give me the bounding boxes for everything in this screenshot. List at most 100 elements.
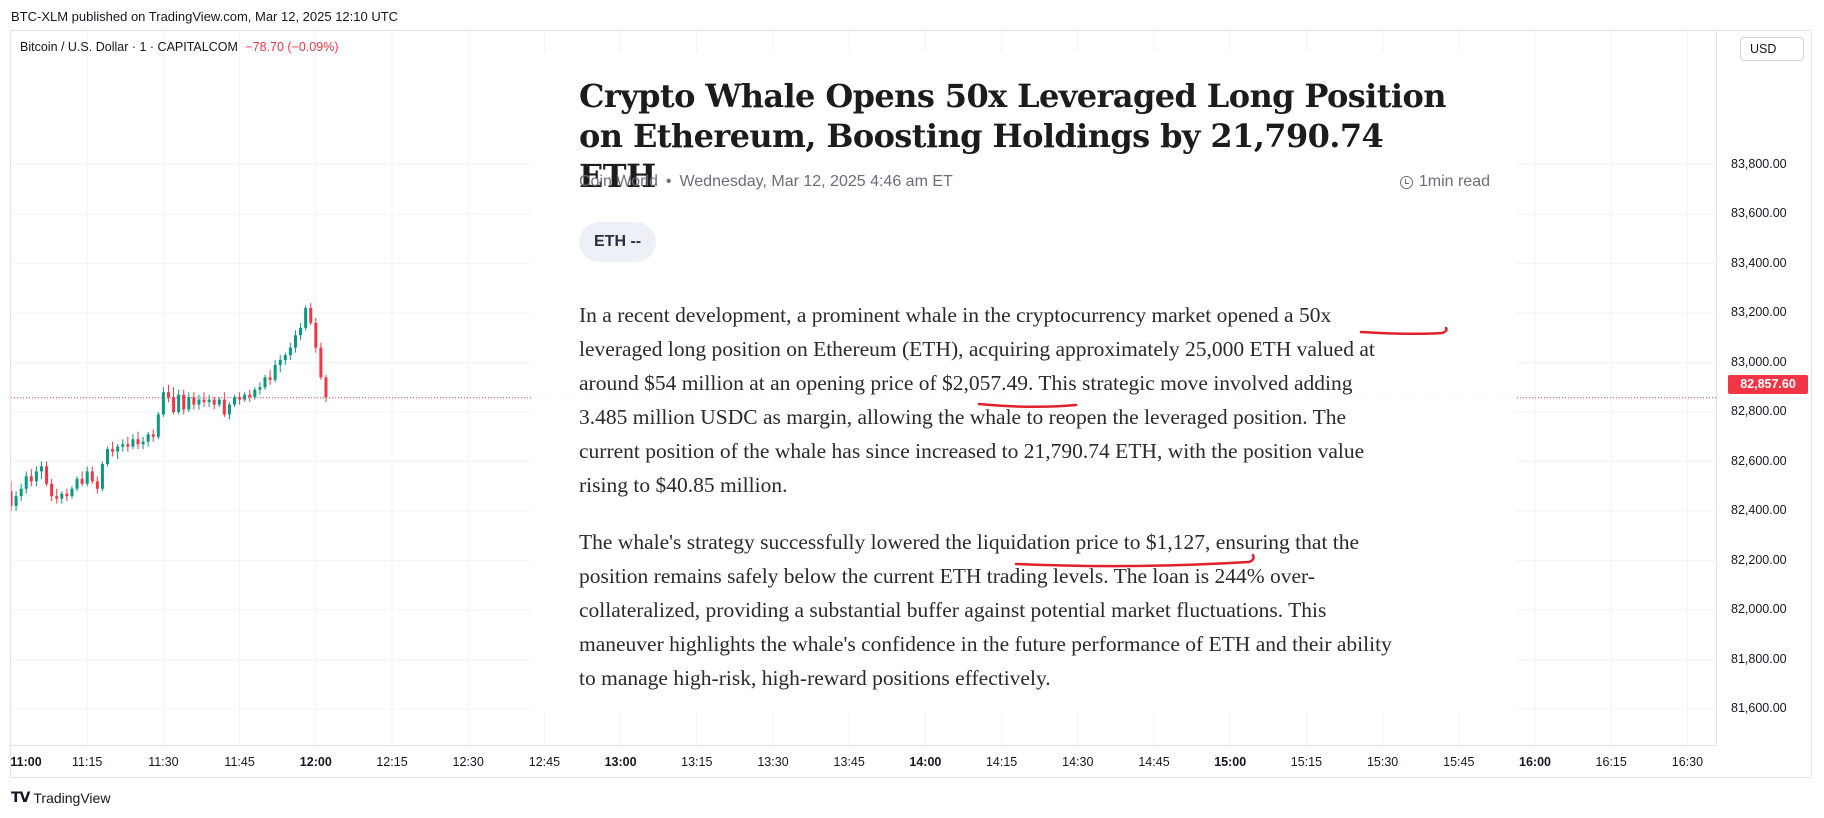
candle-body	[136, 439, 140, 445]
candle-body	[100, 463, 104, 489]
candle-body	[233, 397, 237, 405]
candle	[55, 488, 59, 504]
candle-body	[39, 466, 43, 472]
candle	[70, 486, 74, 499]
candle-body	[177, 394, 181, 412]
candle-body	[106, 449, 110, 464]
price-scale[interactable]: 83,800.00 83,600.00 83,400.00 83,200.00 83,0…	[1716, 31, 1811, 745]
price-tick: 82,200.00	[1731, 552, 1787, 567]
paragraph-line: to manage high-risk, high-reward positio…	[579, 666, 1051, 690]
time-tick: 11:00	[10, 755, 42, 769]
candle	[34, 466, 38, 487]
time-tick: 12:45	[528, 755, 561, 769]
currency-button[interactable]: USD	[1740, 37, 1804, 61]
candle	[85, 466, 89, 487]
candle-body	[187, 397, 191, 410]
candle	[19, 483, 23, 502]
candle-body	[212, 399, 216, 405]
symbol-legend[interactable]: Bitcoin / U.S. Dollar · 1 · CAPITALCOM −…	[20, 40, 338, 54]
price-tick: 82,600.00	[1731, 453, 1787, 468]
candle-body	[253, 389, 257, 398]
time-tick: 14:45	[1138, 755, 1170, 769]
time-tick: 13:45	[833, 755, 865, 769]
candle-body	[248, 394, 252, 398]
publish-line: BTC-XLM published on TradingView.com, Ma…	[11, 9, 399, 24]
candle-body	[55, 496, 59, 499]
time-tick: 13:15	[681, 755, 713, 769]
candle	[217, 397, 221, 408]
candle-body	[273, 364, 277, 380]
price-tick: 82,400.00	[1731, 503, 1787, 517]
candle-body	[227, 404, 231, 415]
candle-body	[288, 347, 292, 356]
candle	[39, 461, 43, 479]
candle	[111, 441, 115, 457]
paragraph-line: position remains safely below the curren…	[579, 564, 1315, 588]
time-tick: 14:30	[1062, 755, 1094, 769]
candle-body	[90, 471, 94, 482]
candle	[65, 488, 69, 502]
candle	[161, 387, 165, 417]
candle-body	[202, 399, 206, 403]
candle-body	[141, 441, 145, 445]
candle-body	[182, 394, 186, 410]
candle	[197, 394, 201, 410]
tradingview-brand[interactable]: 𝗧𝗩 TradingView	[11, 789, 110, 806]
candle	[212, 397, 216, 410]
paragraph-line: maneuver highlights the whale's confiden…	[579, 632, 1392, 656]
article-paragraph-2: The whale's strategy successfully lowere…	[579, 525, 1514, 695]
candle	[182, 389, 186, 415]
candle	[192, 392, 196, 410]
candle	[233, 394, 237, 408]
paragraph-line: In a recent development, a prominent wha…	[579, 303, 1332, 327]
candle	[75, 476, 79, 492]
paragraph-line: current position of the whale has since …	[579, 439, 1365, 463]
last-price-label: 82,857.60	[1728, 375, 1808, 394]
candle-body	[126, 444, 130, 447]
time-axis[interactable]: 11:00 11:15 11:30 11:45 12:00 12:15 12:30 12:45…	[10, 745, 1716, 777]
candle	[156, 412, 160, 440]
candle	[45, 461, 49, 487]
candle-body	[319, 347, 323, 378]
candle-body	[14, 496, 18, 507]
candle-body	[156, 414, 160, 437]
candle-body	[299, 327, 303, 336]
candle	[11, 481, 13, 511]
candle-body	[304, 308, 308, 328]
candle	[314, 317, 318, 353]
time-tick: 14:00	[909, 755, 942, 769]
time-tick: 13:00	[604, 755, 637, 769]
news-article-card: Crypto Whale Opens 50x Leveraged Long Po…	[531, 52, 1516, 712]
candle-body	[324, 377, 328, 398]
candle-body	[24, 476, 28, 489]
candle-body	[207, 399, 211, 403]
tradingview-logo-icon: 𝗧𝗩	[11, 789, 30, 805]
candle-body	[283, 355, 287, 361]
candle	[319, 342, 323, 380]
price-tick: 81,800.00	[1731, 651, 1787, 666]
candle	[293, 330, 297, 353]
candle	[95, 476, 99, 494]
article-source[interactable]: Coin World	[579, 173, 658, 190]
time-tick: 15:00	[1214, 755, 1247, 769]
candle	[146, 431, 150, 447]
candle	[243, 392, 247, 403]
candle	[238, 392, 242, 405]
candle-body	[238, 397, 242, 400]
price-tick: 83,000.00	[1731, 354, 1787, 369]
time-tick: 16:15	[1595, 755, 1627, 769]
article-paragraph-1: In a recent development, a prominent wha…	[579, 298, 1514, 502]
candle	[263, 374, 267, 390]
ticker-chip-eth[interactable]: ETH --	[579, 222, 657, 262]
candle	[136, 431, 140, 450]
candle	[100, 461, 104, 492]
candle	[126, 436, 130, 452]
candle	[60, 491, 64, 504]
time-tick: 12:30	[452, 755, 484, 769]
candle	[207, 394, 211, 408]
candle-body	[197, 399, 201, 405]
candle	[90, 466, 94, 484]
candle	[248, 389, 252, 403]
candle	[106, 446, 110, 467]
candle-body	[85, 471, 89, 484]
